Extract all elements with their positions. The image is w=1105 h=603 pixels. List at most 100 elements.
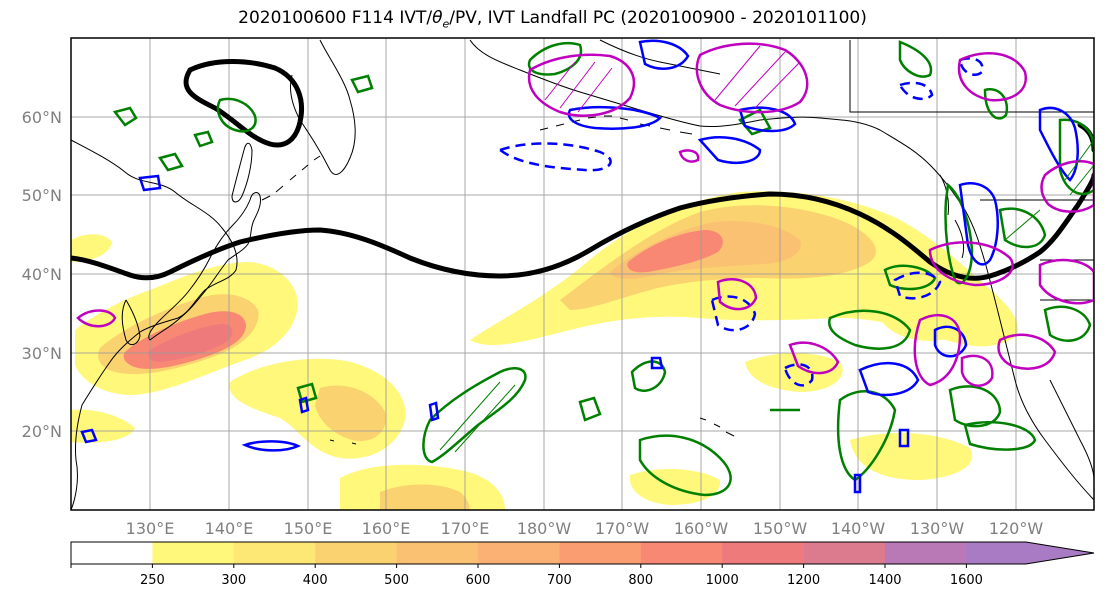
- ivt-left-edge: [71, 409, 135, 443]
- green-c14: [296, 382, 318, 404]
- ivt-se-2: [850, 433, 973, 480]
- ivt-central-core: [627, 230, 723, 273]
- magenta-c9: [960, 354, 994, 387]
- coast-kurils: [261, 155, 321, 201]
- magenta-c12: [678, 149, 700, 163]
- hatch-green-2: [1064, 139, 1094, 196]
- colorbar-segment: [803, 542, 886, 564]
- blue-c12: [783, 363, 814, 387]
- colorbar: 250 300 400 500 600 700 800 1000 1200 1400 1600: [70, 541, 1095, 588]
- blue-c11: [710, 295, 757, 332]
- colorbar-segment: [233, 542, 316, 564]
- colorbar-segment: [71, 542, 153, 564]
- colorbar-segment: [152, 542, 235, 564]
- ivt-sw-2b: [380, 484, 470, 510]
- colorbar-segment: [559, 542, 642, 564]
- magenta-c5: [928, 241, 1014, 287]
- lon-tick-label: 120°W: [989, 519, 1044, 538]
- coast-japan: [148, 192, 261, 341]
- blue-c7: [958, 57, 984, 76]
- colorbar-segment: [478, 542, 560, 564]
- blue-c5: [499, 142, 612, 172]
- blue-c15: [650, 356, 664, 370]
- coast-hawaii: [699, 417, 735, 437]
- magenta-c2: [695, 42, 809, 114]
- hatching: [439, 45, 1094, 453]
- coast-alaska: [469, 39, 1094, 501]
- lon-tick-labels: 130°E 140°E 150°E 160°E 170°E 180°W 170°…: [126, 519, 1044, 538]
- border-canada-us: [849, 40, 1094, 301]
- lon-tick-label: 130°W: [910, 519, 965, 538]
- black-contour-north: [183, 59, 305, 148]
- lon-tick-label: 150°E: [284, 519, 333, 538]
- colorbar-tick-label: 250: [140, 573, 165, 588]
- blue-c18: [241, 440, 301, 452]
- green-contours: [112, 40, 1094, 497]
- green-c17: [638, 434, 732, 497]
- black-contour-main: [71, 172, 1094, 281]
- ivt-sw-1b: [315, 385, 386, 442]
- colorbar-segment: [722, 542, 805, 564]
- blue-c16: [298, 396, 310, 414]
- hatch-magenta-1: [544, 61, 613, 113]
- blue-contours: [80, 39, 1079, 494]
- green-c24: [883, 264, 937, 291]
- colorbar-tick-label: 1400: [868, 573, 901, 588]
- hatch-magenta-2: [714, 45, 801, 109]
- green-c7: [738, 108, 772, 136]
- magenta-c8: [997, 333, 1057, 370]
- green-c11: [998, 207, 1047, 249]
- colorbar-tick-label: 300: [221, 573, 246, 588]
- coastlines: [71, 39, 1094, 510]
- title-prefix: 2020100600 F114 IVT/: [238, 8, 433, 28]
- lat-tick-labels: 60°N 50°N 40°N 30°N 20°N: [22, 108, 62, 441]
- blue-c3: [697, 136, 762, 164]
- blue-c20: [138, 174, 162, 192]
- lat-tick-label: 30°N: [22, 344, 62, 363]
- green-c22: [1043, 305, 1092, 342]
- lon-tick-label: 180°W: [517, 519, 572, 538]
- lon-tick-label: 140°W: [831, 519, 886, 538]
- magenta-c1: [527, 53, 636, 117]
- blue-c17: [428, 401, 440, 422]
- magenta-c11: [716, 278, 758, 311]
- colorbar-segment: [885, 542, 967, 564]
- hatch-green-3: [1004, 209, 1041, 241]
- blue-c21: [853, 473, 862, 494]
- lat-tick-label: 20°N: [22, 422, 62, 441]
- map-layers: [71, 38, 1094, 510]
- colorbar-tick-label: 400: [303, 573, 328, 588]
- ivt-east-patch: [877, 296, 961, 341]
- blue-c6: [898, 81, 934, 101]
- magenta-c10: [788, 341, 840, 375]
- lon-tick-label: 170°W: [595, 519, 650, 538]
- magenta-contours: [76, 42, 1094, 387]
- green-c4: [157, 152, 184, 172]
- green-c8: [898, 40, 933, 78]
- title-suffix: /PV, IVT Landfall PC (2020100900 - 20201…: [449, 8, 867, 28]
- ivt-mid-patch: [745, 353, 843, 392]
- green-c12: [1058, 118, 1094, 196]
- coast-alaska-inland: [599, 39, 721, 75]
- figure-title: 2020100600 F114 IVT/θe/PV, IVT Landfall …: [0, 8, 1105, 30]
- colorbar-tick-label: 700: [547, 573, 572, 588]
- title-theta: θ: [432, 8, 443, 28]
- coast-sakhalin: [231, 142, 253, 203]
- green-c6: [527, 41, 583, 76]
- green-c18: [827, 309, 912, 350]
- magenta-c13: [76, 309, 117, 328]
- colorbar-segment: [315, 542, 398, 564]
- blue-c10: [893, 271, 942, 300]
- green-c13: [422, 367, 527, 464]
- gridlines: [71, 38, 1094, 510]
- magenta-c7: [913, 314, 962, 387]
- magenta-c4: [1040, 160, 1094, 213]
- hatch-green-1: [439, 381, 516, 453]
- colorbar-segment: [396, 542, 479, 564]
- green-c2: [112, 106, 138, 127]
- green-c3: [193, 130, 214, 148]
- coast-micronesia: [329, 439, 357, 445]
- green-c5: [350, 74, 374, 94]
- colorbar-tick-label: 1200: [787, 573, 820, 588]
